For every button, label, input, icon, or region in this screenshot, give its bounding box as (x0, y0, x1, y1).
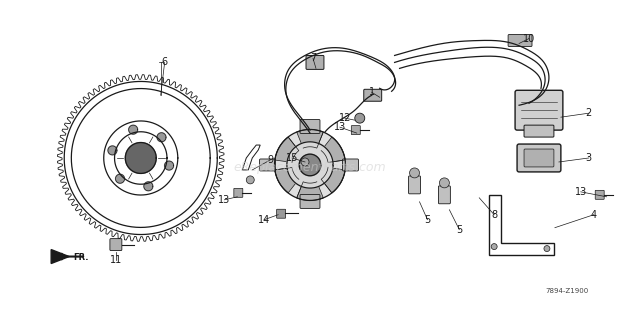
Polygon shape (129, 125, 138, 134)
FancyBboxPatch shape (515, 90, 563, 130)
Polygon shape (321, 137, 345, 162)
FancyBboxPatch shape (277, 209, 286, 218)
FancyBboxPatch shape (260, 159, 275, 171)
FancyBboxPatch shape (524, 125, 554, 137)
Text: 4: 4 (591, 210, 597, 220)
Text: 7894-Z1900: 7894-Z1900 (546, 288, 589, 294)
FancyBboxPatch shape (300, 120, 320, 133)
Text: 3: 3 (586, 153, 592, 163)
Text: 13: 13 (575, 187, 587, 197)
Polygon shape (115, 174, 125, 183)
Text: 6: 6 (162, 57, 168, 67)
FancyBboxPatch shape (234, 188, 243, 197)
FancyBboxPatch shape (524, 149, 554, 167)
Polygon shape (165, 161, 174, 170)
FancyBboxPatch shape (409, 176, 420, 194)
Text: 7: 7 (310, 53, 316, 64)
FancyBboxPatch shape (595, 190, 604, 199)
Text: 12: 12 (339, 113, 351, 123)
Text: 14: 14 (258, 215, 270, 225)
Text: 11: 11 (110, 255, 122, 264)
Text: 13: 13 (218, 195, 231, 205)
Polygon shape (51, 250, 69, 264)
FancyBboxPatch shape (508, 34, 532, 46)
Polygon shape (144, 182, 153, 191)
Text: 13: 13 (334, 122, 346, 132)
Polygon shape (297, 130, 323, 148)
Circle shape (355, 113, 365, 123)
FancyBboxPatch shape (342, 159, 358, 171)
Polygon shape (157, 133, 166, 142)
FancyBboxPatch shape (300, 194, 320, 208)
Text: 5: 5 (424, 215, 431, 225)
Text: FR.: FR. (73, 253, 89, 262)
Circle shape (440, 178, 450, 188)
Polygon shape (275, 130, 345, 201)
FancyBboxPatch shape (517, 144, 561, 172)
Circle shape (301, 158, 309, 166)
Polygon shape (287, 142, 333, 188)
Text: 15: 15 (286, 153, 298, 163)
FancyBboxPatch shape (438, 186, 450, 204)
Circle shape (246, 176, 254, 184)
Text: eReplacementParts.com: eReplacementParts.com (234, 162, 386, 175)
Polygon shape (108, 146, 117, 155)
Circle shape (410, 168, 420, 178)
FancyBboxPatch shape (306, 55, 324, 69)
FancyBboxPatch shape (110, 239, 122, 250)
Polygon shape (299, 154, 321, 176)
Polygon shape (125, 143, 156, 173)
Polygon shape (297, 182, 323, 201)
Polygon shape (321, 167, 345, 193)
Text: 2: 2 (586, 108, 592, 118)
FancyBboxPatch shape (352, 126, 360, 135)
Text: 5: 5 (456, 225, 463, 235)
Circle shape (491, 244, 497, 250)
FancyBboxPatch shape (364, 89, 382, 101)
Text: 1: 1 (369, 87, 374, 97)
Text: 9: 9 (267, 155, 273, 165)
Text: 10: 10 (523, 33, 535, 43)
Circle shape (544, 246, 550, 252)
Text: 8: 8 (491, 210, 497, 220)
Polygon shape (275, 167, 299, 193)
Polygon shape (275, 137, 299, 162)
